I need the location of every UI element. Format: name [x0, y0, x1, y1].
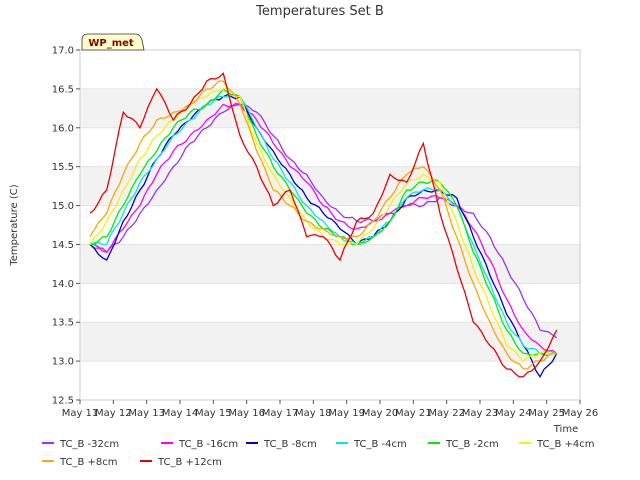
- x-tick-label: May 24: [495, 408, 532, 419]
- series-line-1: [90, 103, 558, 339]
- legend: TC_B -32cm TC_B -16cm TC_B -8cm TC_B -4cm TC…: [42, 439, 595, 468]
- y-tick-label: 15.5: [52, 162, 74, 173]
- x-axis-label: Time: [553, 424, 578, 435]
- y-tick-label: 12.5: [52, 396, 74, 407]
- x-tick-label: May 12: [95, 408, 132, 419]
- x-tick-label: May 11: [62, 408, 99, 419]
- y-axis-label: Temperature (C): [9, 184, 20, 266]
- legend-label: TC_B +4cm: [536, 439, 595, 450]
- legend-label: TC_B -2cm: [445, 439, 499, 450]
- band: [80, 88, 580, 128]
- y-axis-ticks: 12.5 13.0 13.5 14.0 14.5 15.0 15.5 16.0 16.5 17.0: [52, 46, 80, 407]
- y-tick-label: 14.0: [52, 279, 74, 290]
- plot-frame: [79, 49, 581, 401]
- legend-label: TC_B -32cm: [59, 439, 119, 450]
- y-tick-label: 16.5: [52, 84, 74, 95]
- x-tick-label: May 13: [128, 408, 165, 419]
- chart-title: Temperatures Set B: [255, 4, 384, 19]
- y-tick-label: 17.0: [52, 46, 74, 57]
- legend-label: TC_B +8cm: [59, 457, 118, 468]
- x-tick-label: May 20: [362, 408, 399, 419]
- legend-label: TC_B -8cm: [263, 439, 317, 450]
- series-line-2: [89, 102, 558, 354]
- wp-met-badge: WP_met: [81, 33, 145, 51]
- series-lines: [89, 72, 558, 378]
- x-tick-label: May 18: [295, 408, 332, 419]
- y-tick-label: 13.0: [52, 357, 74, 368]
- x-tick-label: May 26: [562, 408, 599, 419]
- x-tick-label: May 23: [462, 408, 499, 419]
- series-line-3: [89, 93, 558, 378]
- x-tick-label: May 15: [195, 408, 232, 419]
- x-tick-label: May 14: [162, 408, 199, 419]
- badge-label: WP_met: [88, 38, 134, 49]
- series-line-7: [89, 80, 557, 370]
- x-tick-label: May 21: [395, 408, 432, 419]
- y-tick-label: 15.0: [52, 201, 74, 212]
- y-tick-label: 16.0: [52, 123, 74, 134]
- y-tick-label: 14.5: [52, 240, 74, 251]
- series-line-8: [89, 72, 558, 378]
- band: [80, 166, 580, 206]
- x-tick-label: May 16: [228, 408, 265, 419]
- background-bands: [80, 88, 580, 362]
- legend-label: TC_B +12cm: [157, 457, 222, 468]
- series-line-6: [89, 88, 557, 363]
- x-tick-label: May 17: [262, 408, 299, 419]
- series-line-4: [89, 94, 557, 355]
- x-tick-label: May 19: [328, 408, 365, 419]
- legend-label: TC_B -16cm: [178, 439, 238, 450]
- y-tick-label: 13.5: [52, 318, 74, 329]
- x-tick-label: May 25: [528, 408, 565, 419]
- x-tick-label: May 22: [428, 408, 465, 419]
- legend-label: TC_B -4cm: [353, 439, 407, 450]
